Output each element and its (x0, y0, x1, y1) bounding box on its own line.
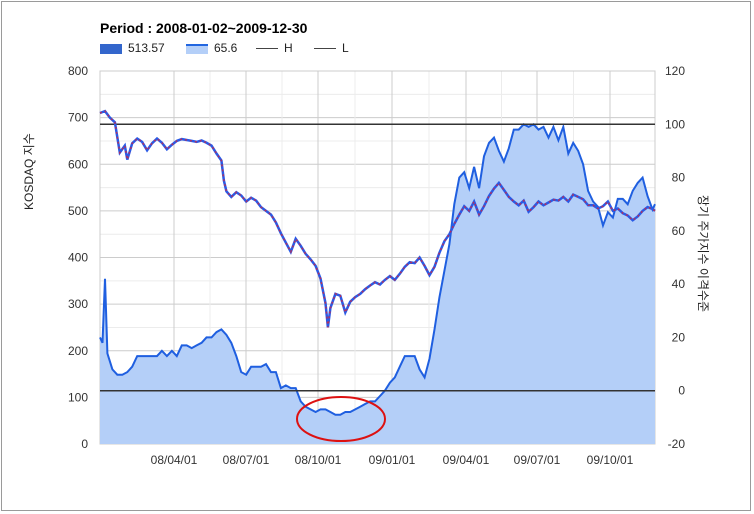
y-right-tick-label: 120 (665, 64, 685, 78)
y-left-tick-label: 300 (68, 297, 88, 311)
legend-label-l: L (342, 41, 349, 55)
y-right-tick-label: 100 (665, 117, 685, 131)
series-disparity-line (99, 123, 656, 416)
y-right-tick-label: 20 (672, 330, 686, 344)
x-tick-label: 09/01/01 (369, 453, 416, 467)
y-right-tick-label: 60 (672, 224, 686, 238)
series-index-dash (99, 110, 656, 328)
legend-label-h: H (284, 41, 293, 55)
y-left-tick-label: 500 (68, 204, 88, 218)
legend-label-disparity: 65.6 (214, 41, 238, 55)
y-left-tick-label: 800 (68, 64, 88, 78)
x-tick-label: 09/04/01 (443, 453, 490, 467)
x-tick-label: 09/10/01 (587, 453, 634, 467)
y-left-tick-label: 600 (68, 157, 88, 171)
legend-swatch-h (256, 48, 278, 49)
y-left-tick-label: 0 (81, 437, 88, 451)
y-left-tick-label: 100 (68, 390, 88, 404)
chart-title: Period : 2008-01-02~2009-12-30 (100, 20, 308, 36)
y-left-tick-label: 700 (68, 111, 88, 125)
legend-item-h[interactable]: H (256, 41, 306, 57)
legend-item-l[interactable]: L (314, 41, 364, 57)
y-right-tick-label: 0 (678, 384, 685, 398)
legend-item-disparity[interactable]: 65.6 (186, 41, 256, 57)
legend-swatch-disparity (186, 44, 208, 54)
y-left-tick-label: 400 (68, 251, 88, 265)
y-left-tick-label: 200 (68, 344, 88, 358)
x-tick-label: 09/07/01 (514, 453, 561, 467)
y-right-tick-label: -20 (668, 437, 686, 451)
legend-item-index[interactable]: 513.57 (100, 41, 180, 57)
legend-swatch-index (100, 44, 122, 54)
x-tick-label: 08/10/01 (295, 453, 342, 467)
legend-label-index: 513.57 (128, 41, 165, 55)
x-tick-label: 08/07/01 (223, 453, 270, 467)
y-right-tick-label: 80 (672, 171, 686, 185)
y-right-tick-label: 40 (672, 277, 686, 291)
highlight-ellipse (296, 396, 386, 442)
legend-swatch-l (314, 48, 336, 49)
x-tick-label: 08/04/01 (151, 453, 198, 467)
